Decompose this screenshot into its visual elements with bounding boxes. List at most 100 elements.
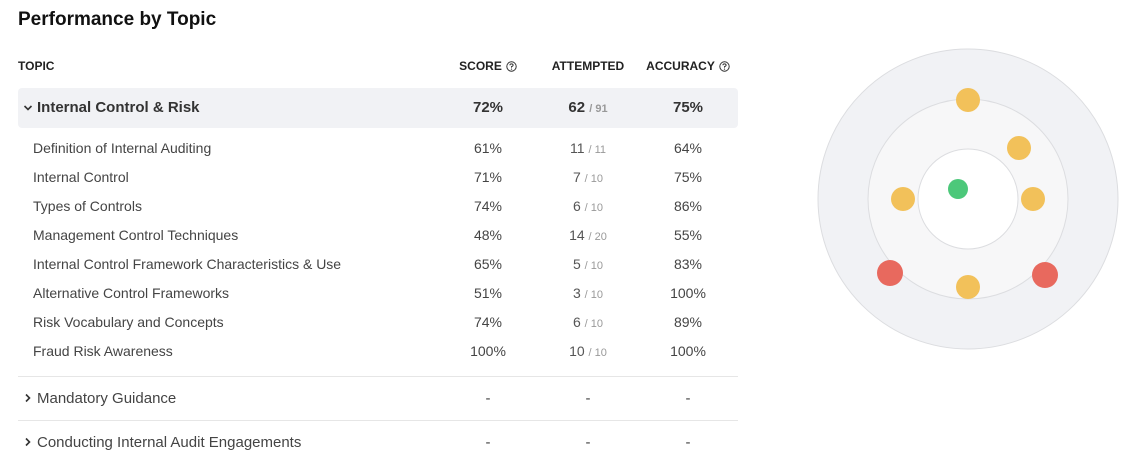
accuracy-cell: - (685, 434, 691, 451)
attempted-value: 10 (569, 342, 585, 359)
topic-table: Internal Control & Risk 72% 62 / 91 75% Defi… (18, 88, 738, 464)
topic-dot[interactable] (877, 260, 903, 286)
column-header-text: ATTEMPTED (551, 59, 625, 73)
attempted-cell: - (538, 377, 638, 420)
accuracy-cell: 86% (673, 197, 703, 214)
group-name: Conducting Internal Audit Engagements (37, 434, 302, 451)
subtopic-row: Internal Control Framework Characteristi… (18, 250, 738, 279)
attempted-cell: 3 / 10 (538, 279, 638, 310)
attempted-cell: - (538, 421, 638, 464)
subtopic-name: Management Control Techniques (33, 226, 239, 243)
topic-dot[interactable] (956, 275, 980, 299)
subtopic-name: Risk Vocabulary and Concepts (33, 313, 224, 330)
chevron-icon (25, 437, 31, 447)
score-cell: - (485, 390, 491, 407)
subtopic-row: Management Control Techniques 48% 14 / 20 5… (18, 221, 738, 250)
score-cell: 100% (470, 342, 506, 359)
topic-dot[interactable] (956, 88, 980, 112)
attempted-total: / 10 (584, 288, 604, 301)
attempted-value: - (585, 390, 591, 407)
attempted-value: - (585, 434, 591, 451)
score-cell: 72% (472, 99, 504, 116)
group-name: Mandatory Guidance (37, 390, 177, 407)
attempted-total: / 10 (584, 172, 604, 185)
help-icon[interactable] (506, 60, 517, 72)
topic-group-row[interactable]: Mandatory Guidance - - - (18, 376, 738, 420)
score-cell: 71% (473, 168, 503, 185)
accuracy-cell: 64% (673, 139, 703, 156)
score-cell: 65% (473, 255, 503, 272)
topic-dot[interactable] (948, 179, 968, 199)
score-cell: - (485, 434, 491, 451)
attempted-value: 7 (572, 168, 581, 185)
score-cell: 51% (473, 284, 503, 301)
topic-dot[interactable] (1007, 136, 1031, 160)
group-name: Internal Control & Risk (37, 99, 200, 116)
topic-group-row[interactable]: Conducting Internal Audit Engagements - - - (18, 420, 738, 464)
subtopic-row: Risk Vocabulary and Concepts 74% 6 / 10 89% (18, 308, 738, 337)
subtopic-row: Internal Control 71% 7 / 10 75% (18, 163, 738, 192)
topic-group-row[interactable]: Internal Control & Risk 72% 62 / 91 75% (18, 88, 738, 128)
accuracy-cell: 75% (673, 168, 703, 185)
subtopic-name: Types of Controls (33, 197, 142, 214)
subtopic-row: Types of Controls 74% 6 / 10 86% (18, 192, 738, 221)
attempted-value: 62 (568, 99, 586, 116)
subtopic-name: Definition of Internal Auditing (33, 139, 212, 156)
subtopic-row: Alternative Control Frameworks 51% 3 / 10 1… (18, 279, 738, 308)
accuracy-cell: 83% (673, 255, 703, 272)
score-cell: 61% (473, 139, 503, 156)
topic-dot[interactable] (1032, 262, 1058, 288)
attempted-cell: 5 / 10 (538, 250, 638, 281)
score-cell: 48% (473, 226, 503, 243)
score-cell: 74% (473, 197, 503, 214)
score-cell: 74% (473, 313, 503, 330)
subtopic-row: Definition of Internal Auditing 61% 11 / 1… (18, 134, 738, 163)
attempted-value: 14 (569, 226, 585, 243)
attempted-total: / 91 (589, 103, 608, 115)
accuracy-cell: - (685, 390, 691, 407)
subtopic-name: Internal Control (33, 168, 129, 185)
subtopic-name: Internal Control Framework Characteristi… (33, 255, 342, 272)
attempted-cell: 6 / 10 (538, 308, 638, 339)
subtopic-list: Definition of Internal Auditing 61% 11 / 1… (18, 128, 738, 376)
subtopic-name: Alternative Control Frameworks (33, 284, 230, 301)
topic-dot[interactable] (891, 187, 915, 211)
attempted-total: / 10 (588, 346, 607, 359)
attempted-cell: 6 / 10 (538, 192, 638, 223)
attempted-value: 6 (572, 313, 581, 330)
attempted-total: / 10 (584, 201, 604, 214)
attempted-value: 11 (570, 139, 585, 156)
column-header[interactable]: SCORE (438, 59, 538, 73)
chevron-icon (23, 105, 33, 111)
column-header[interactable]: ACCURACY (638, 59, 738, 73)
column-header: ATTEMPTED (538, 59, 638, 73)
attempted-cell: 62 / 91 (538, 88, 638, 129)
accuracy-cell: 100% (670, 284, 706, 301)
column-header-text: SCORE (459, 59, 502, 73)
inner-ring (917, 148, 1019, 250)
topic-dot-chart (817, 48, 1119, 350)
page-title: Performance by Topic (18, 9, 217, 30)
attempted-cell: 10 / 10 (538, 337, 638, 368)
subtopic-name: Fraud Risk Awareness (33, 342, 173, 359)
accuracy-cell: 100% (670, 342, 706, 359)
accuracy-cell: 89% (673, 313, 703, 330)
attempted-total: / 10 (584, 317, 604, 330)
help-icon[interactable] (719, 60, 730, 72)
attempted-cell: 7 / 10 (538, 163, 638, 194)
accuracy-cell: 75% (672, 99, 704, 116)
attempted-value: 6 (572, 197, 581, 214)
chevron-icon (25, 393, 31, 403)
column-header: TOPIC (18, 59, 55, 73)
accuracy-cell: 55% (673, 226, 703, 243)
attempted-total: / 20 (588, 230, 607, 243)
subtopic-row: Fraud Risk Awareness 100% 10 / 10 100% (18, 337, 738, 366)
attempted-value: 3 (572, 284, 581, 301)
attempted-cell: 14 / 20 (538, 221, 638, 252)
topic-dot[interactable] (1021, 187, 1045, 211)
attempted-total: / 10 (584, 259, 604, 272)
attempted-value: 5 (572, 255, 581, 272)
attempted-total: / 11 (588, 143, 606, 156)
attempted-cell: 11 / 11 (538, 134, 638, 165)
